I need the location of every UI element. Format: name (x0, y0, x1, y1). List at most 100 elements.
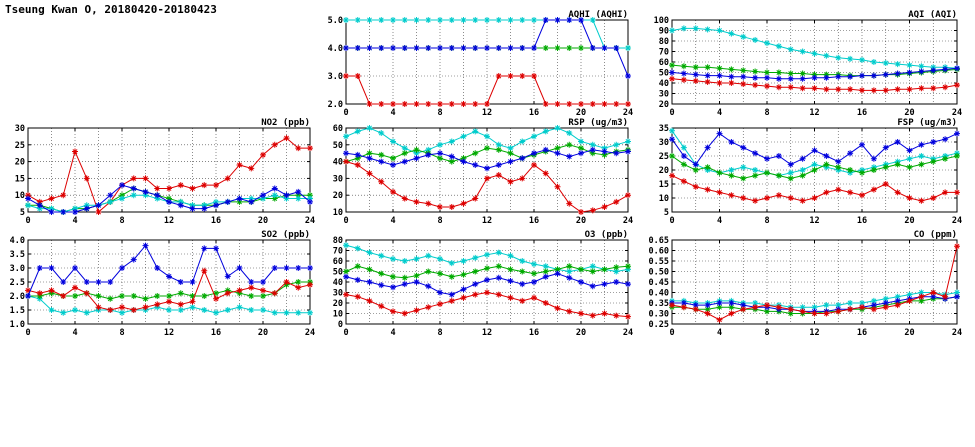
svg-text:8: 8 (437, 328, 442, 338)
svg-text:20: 20 (15, 158, 25, 168)
so2-plot: 1.0 1.5 2.0 2.5 3.0 3.5 4.0 0 4 8 12 16 20 24 SO2 (ppb… (10, 230, 315, 338)
page-title: Tseung Kwan O, 20180420-20180423 (5, 3, 217, 16)
svg-text:4: 4 (717, 108, 722, 118)
svg-text:35: 35 (659, 124, 669, 134)
svg-text:15: 15 (15, 174, 25, 184)
svg-text:4: 4 (390, 328, 395, 338)
svg-text:80: 80 (659, 37, 669, 47)
svg-text:0: 0 (343, 108, 348, 118)
svg-text:20: 20 (576, 216, 586, 226)
svg-text:4: 4 (717, 216, 722, 226)
svg-text:20: 20 (576, 328, 586, 338)
svg-text:70: 70 (333, 247, 343, 257)
svg-text:0.55: 0.55 (649, 257, 669, 267)
svg-text:24: 24 (952, 216, 962, 226)
svg-text:0: 0 (25, 216, 30, 226)
svg-text:4: 4 (390, 108, 395, 118)
rsp-plot: 10 20 30 40 50 60 0 4 8 12 16 20 24 RSP (ug/m3) (333, 118, 633, 226)
svg-text:60: 60 (333, 124, 343, 134)
svg-text:0.60: 0.60 (649, 247, 669, 257)
svg-text:16: 16 (529, 216, 539, 226)
svg-text:20: 20 (659, 100, 669, 110)
svg-text:8: 8 (764, 328, 769, 338)
svg-text:40: 40 (659, 79, 669, 89)
svg-text:CO (ppm): CO (ppm) (914, 230, 957, 240)
svg-text:0: 0 (343, 328, 348, 338)
svg-text:20: 20 (576, 108, 586, 118)
svg-text:70: 70 (659, 48, 669, 58)
svg-text:0.35: 0.35 (649, 299, 669, 309)
svg-text:25: 25 (15, 141, 25, 151)
svg-text:8: 8 (764, 216, 769, 226)
svg-text:5: 5 (20, 208, 25, 218)
svg-text:FSP (ug/m3): FSP (ug/m3) (897, 118, 957, 128)
chart-fsp: 5 10 15 20 25 30 35 0 4 8 12 16 20 24 FSP (ug/m3) (646, 116, 962, 230)
svg-text:0.45: 0.45 (649, 278, 669, 288)
svg-text:8: 8 (119, 328, 124, 338)
svg-text:4: 4 (72, 328, 77, 338)
svg-text:16: 16 (211, 216, 221, 226)
svg-text:30: 30 (333, 174, 343, 184)
svg-text:50: 50 (659, 69, 669, 79)
svg-text:O3 (ppb): O3 (ppb) (585, 230, 628, 240)
chart-so2: 1.0 1.5 2.0 2.5 3.0 3.5 4.0 0 4 8 12 16 20 24 SO2 (ppb… (2, 228, 315, 342)
svg-text:4.0: 4.0 (328, 44, 343, 54)
svg-text:12: 12 (482, 108, 492, 118)
svg-text:8: 8 (119, 216, 124, 226)
svg-text:20: 20 (258, 328, 268, 338)
svg-text:16: 16 (211, 328, 221, 338)
svg-text:12: 12 (164, 328, 174, 338)
svg-text:0.25: 0.25 (649, 320, 669, 330)
svg-text:5: 5 (664, 208, 669, 218)
svg-text:20: 20 (659, 166, 669, 176)
svg-text:15: 15 (659, 180, 669, 190)
chart-o3: 0 10 20 30 40 50 60 70 80 0 4 8 12 16 20 24 O3 (ppb) (320, 228, 633, 342)
chart-aqhi: 2.0 3.0 4.0 5.0 0 4 8 12 16 20 24 AQHI (AQHI) (320, 8, 633, 122)
aqhi-plot: 2.0 3.0 4.0 5.0 0 4 8 12 16 20 24 AQHI (AQHI) (328, 10, 633, 118)
svg-text:NO2 (ppb): NO2 (ppb) (261, 118, 310, 128)
chart-aqi: 20 30 40 50 60 70 80 90 100 0 4 8 12 16 20 24 AQI (AQI) (646, 8, 962, 122)
svg-text:24: 24 (952, 328, 962, 338)
svg-text:0: 0 (343, 216, 348, 226)
svg-text:10: 10 (333, 208, 343, 218)
svg-text:100: 100 (654, 16, 669, 26)
svg-text:8: 8 (437, 108, 442, 118)
svg-text:1.5: 1.5 (10, 306, 25, 316)
svg-text:24: 24 (305, 216, 315, 226)
svg-text:24: 24 (305, 328, 315, 338)
svg-text:16: 16 (857, 328, 867, 338)
svg-text:0: 0 (669, 328, 674, 338)
svg-text:0.40: 0.40 (649, 289, 669, 299)
fsp-plot: 5 10 15 20 25 30 35 0 4 8 12 16 20 24 FSP (ug/m3) (659, 118, 962, 226)
svg-text:12: 12 (809, 328, 819, 338)
svg-text:1.0: 1.0 (10, 320, 25, 330)
svg-text:30: 30 (333, 289, 343, 299)
svg-text:10: 10 (659, 194, 669, 204)
svg-text:24: 24 (623, 216, 633, 226)
svg-text:SO2 (ppb): SO2 (ppb) (261, 230, 310, 240)
chart-co: 0.25 0.30 0.35 0.40 0.45 0.50 0.55 0.60 0.65 0 4 8 1… (646, 228, 963, 342)
svg-text:RSP (ug/m3): RSP (ug/m3) (568, 118, 628, 128)
svg-text:30: 30 (659, 90, 669, 100)
svg-text:60: 60 (659, 58, 669, 68)
svg-text:4: 4 (390, 216, 395, 226)
svg-text:2.0: 2.0 (328, 100, 343, 110)
svg-text:3.0: 3.0 (328, 72, 343, 82)
svg-text:0: 0 (669, 216, 674, 226)
svg-text:40: 40 (333, 278, 343, 288)
svg-text:12: 12 (482, 216, 492, 226)
svg-text:24: 24 (952, 108, 962, 118)
svg-text:20: 20 (904, 108, 914, 118)
svg-text:3.0: 3.0 (10, 264, 25, 274)
svg-text:16: 16 (529, 108, 539, 118)
svg-text:4: 4 (72, 216, 77, 226)
svg-text:20: 20 (904, 328, 914, 338)
svg-text:20: 20 (904, 216, 914, 226)
svg-text:0: 0 (669, 108, 674, 118)
svg-text:30: 30 (659, 138, 669, 148)
svg-text:0.30: 0.30 (649, 310, 669, 320)
svg-text:20: 20 (258, 216, 268, 226)
svg-text:2.0: 2.0 (10, 292, 25, 302)
svg-text:90: 90 (659, 27, 669, 37)
